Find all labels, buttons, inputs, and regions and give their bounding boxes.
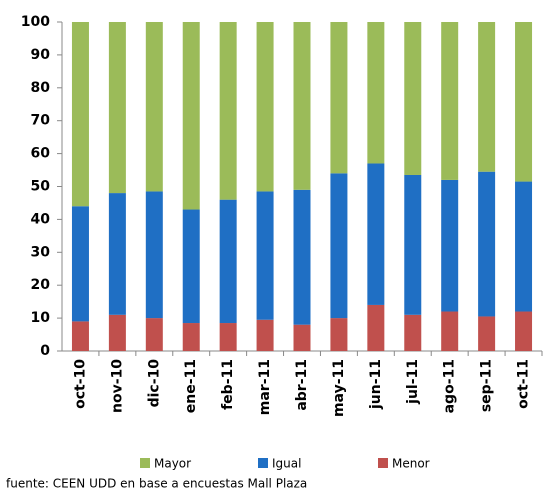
legend-swatch (378, 458, 388, 468)
bar-segment (219, 22, 237, 200)
bar-segment (256, 191, 274, 320)
bar-segment (182, 209, 200, 324)
bar-segment (293, 324, 311, 351)
y-tick-label: 90 (31, 47, 51, 63)
bar-segment (441, 22, 459, 180)
bar-segment (367, 304, 385, 351)
bar-segment (330, 22, 348, 174)
bar-segment (515, 22, 533, 182)
bar-segment (256, 319, 274, 351)
bar-segment (404, 22, 422, 175)
bar-segment (293, 189, 311, 325)
x-tick-label: abr-11 (294, 359, 310, 411)
legend-swatch (140, 458, 150, 468)
bar-segment (367, 163, 385, 305)
x-tick-label: nov-10 (109, 359, 125, 413)
bar-segment (478, 22, 496, 172)
x-tick-label: sep-11 (479, 359, 495, 412)
bar-segment (145, 318, 163, 351)
bar-segment (219, 199, 237, 324)
bar-segment (330, 173, 348, 319)
bar-segment (293, 22, 311, 190)
bar-segment (145, 191, 163, 319)
y-tick-label: 40 (31, 211, 51, 227)
bar-segment (367, 22, 385, 164)
bar-segment (108, 314, 126, 351)
y-tick-label: 0 (40, 343, 50, 359)
x-tick-label: may-11 (331, 359, 347, 417)
y-tick-label: 50 (31, 179, 51, 195)
bar-segment (182, 22, 200, 210)
y-tick-label: 30 (31, 244, 51, 260)
bar-segment (441, 311, 459, 351)
bar-segment (71, 206, 89, 322)
x-tick-label: oct-10 (72, 359, 88, 409)
bar-segment (219, 323, 237, 351)
x-tick-label: dic-10 (146, 359, 162, 408)
bar-segment (515, 311, 533, 351)
bar-segment (108, 193, 126, 315)
bar-segment (71, 321, 89, 351)
bar-segment (108, 22, 126, 194)
x-tick-label: feb-11 (220, 359, 236, 410)
bar-segment (330, 318, 348, 351)
x-tick-label: jun-11 (368, 359, 384, 410)
y-tick-label: 60 (31, 146, 51, 162)
y-tick-label: 70 (31, 113, 51, 129)
legend-label: Menor (392, 457, 430, 471)
y-tick-label: 80 (31, 80, 51, 96)
x-tick-label: ago-11 (442, 359, 458, 413)
bar-segment (145, 22, 163, 192)
y-tick-label: 20 (31, 277, 51, 293)
bar-segment (71, 22, 89, 207)
bar-segment (404, 174, 422, 315)
legend-label: Mayor (154, 457, 191, 471)
bar-segment (404, 314, 422, 351)
bar-segment (515, 181, 533, 312)
bar-segment (478, 316, 496, 351)
legend-label: Igual (272, 457, 301, 471)
x-tick-label: mar-11 (257, 359, 273, 415)
bar-segment (256, 22, 274, 192)
y-tick-label: 10 (31, 310, 51, 326)
x-tick-label: jul-11 (405, 359, 421, 405)
y-tick-label: 100 (21, 14, 50, 30)
source-note: fuente: CEEN UDD en base a encuestas Mal… (6, 477, 307, 491)
x-tick-label: ene-11 (183, 359, 199, 413)
bar-segment (478, 171, 496, 317)
bar-segment (182, 323, 200, 351)
x-tick-label: oct-11 (516, 359, 532, 409)
bar-segment (441, 179, 459, 312)
legend-swatch (258, 458, 268, 468)
